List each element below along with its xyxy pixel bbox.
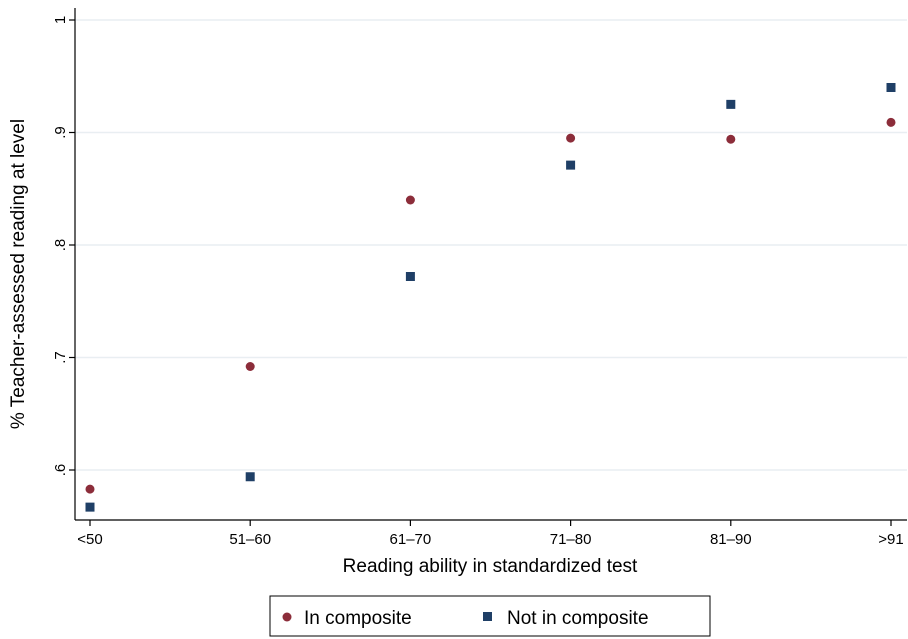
y-tick-label: .6 — [52, 464, 69, 477]
legend: In composite Not in composite — [269, 595, 711, 637]
y-tick-label: .9 — [52, 126, 69, 139]
gridlines — [75, 19, 907, 471]
legend-marker-in-composite — [282, 612, 292, 622]
data-points — [85, 83, 896, 512]
x-tick-label: 81–90 — [710, 531, 752, 548]
x-tick-label: >91 — [878, 531, 903, 548]
legend-marker-not-in-composite — [483, 612, 492, 621]
y-tick-label: 1 — [52, 16, 69, 24]
point-not-in-composite — [886, 83, 896, 92]
point-in-composite — [405, 195, 415, 205]
x-tick-label: 51–60 — [229, 531, 271, 548]
y-axis-ticks: .6 .7 .8 .9 1 — [52, 16, 75, 476]
point-not-in-composite — [245, 472, 255, 482]
y-axis-title: % Teacher-assessed reading at level — [8, 119, 29, 429]
legend-label-not-in-composite: Not in composite — [507, 608, 649, 629]
point-in-composite — [85, 484, 95, 494]
point-not-in-composite — [726, 99, 736, 109]
point-not-in-composite — [85, 502, 95, 512]
x-tick-label: <50 — [77, 531, 102, 548]
point-in-composite — [886, 117, 896, 127]
point-in-composite — [245, 362, 255, 371]
legend-label-in-composite: In composite — [304, 608, 412, 629]
x-tick-label: 71–80 — [550, 531, 592, 548]
y-tick-label: .8 — [52, 239, 69, 252]
point-not-in-composite — [566, 160, 576, 170]
point-in-composite — [726, 134, 736, 144]
x-tick-label: 61–70 — [390, 531, 432, 548]
x-axis-ticks: <50 51–60 61–70 71–80 81–90 >91 — [77, 520, 904, 548]
point-not-in-composite — [405, 272, 415, 281]
x-axis-title: Reading ability in standardized test — [343, 556, 638, 577]
y-tick-label: .7 — [52, 351, 69, 364]
point-in-composite — [566, 133, 576, 143]
